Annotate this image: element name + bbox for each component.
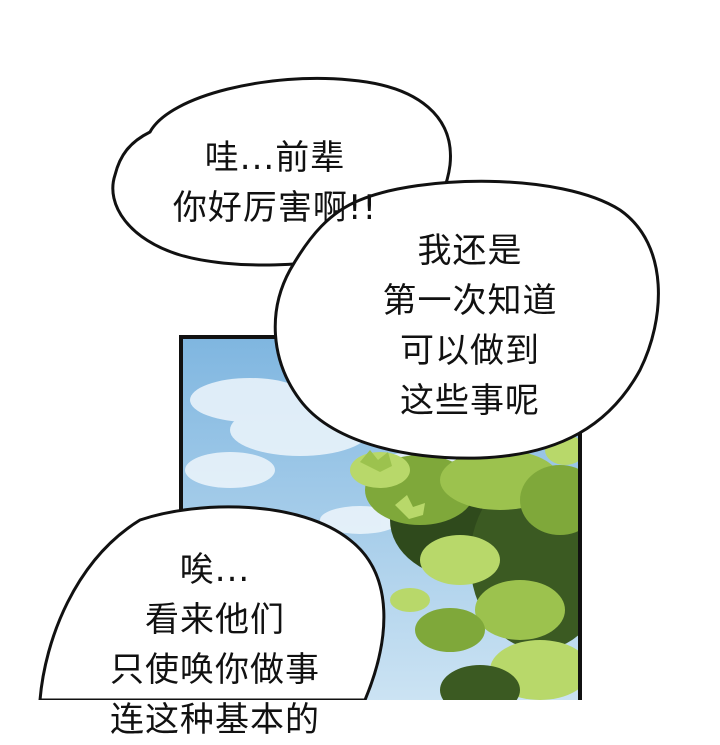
bubble-line: 我还是	[417, 231, 523, 271]
bubble-2-text: 我还是 第一次知道 可以做到 这些事呢	[350, 226, 590, 426]
bubble-line: 看来他们	[145, 600, 285, 640]
bubble-line: 哇...前辈	[204, 138, 346, 178]
bubble-line: 第一次知道	[382, 281, 558, 321]
bubble-line: 只使唤你做事	[110, 650, 320, 690]
speech-bubble-3	[38, 505, 386, 700]
comic-page: 哇...前辈 你好厉害啊!! 我还是 第一次知道 可以做到 这些事呢 唉... …	[38, 76, 660, 740]
bubble-line: 可以做到	[400, 331, 540, 371]
comic-artwork	[38, 76, 660, 700]
speech-bubble-2	[273, 179, 660, 460]
bubble-line: 唉...	[179, 550, 251, 590]
bubble-line: 连这种基本的	[110, 700, 320, 740]
bubble-line: 这些事呢	[400, 381, 540, 421]
bubble-3-text: 唉... 看来他们 只使唤你做事 连这种基本的	[70, 545, 360, 745]
tree-foliage	[350, 435, 580, 700]
bubble-1-text: 哇...前辈 你好厉害啊!!	[150, 133, 400, 233]
bubble-line: 你好厉害啊!!	[172, 188, 378, 228]
